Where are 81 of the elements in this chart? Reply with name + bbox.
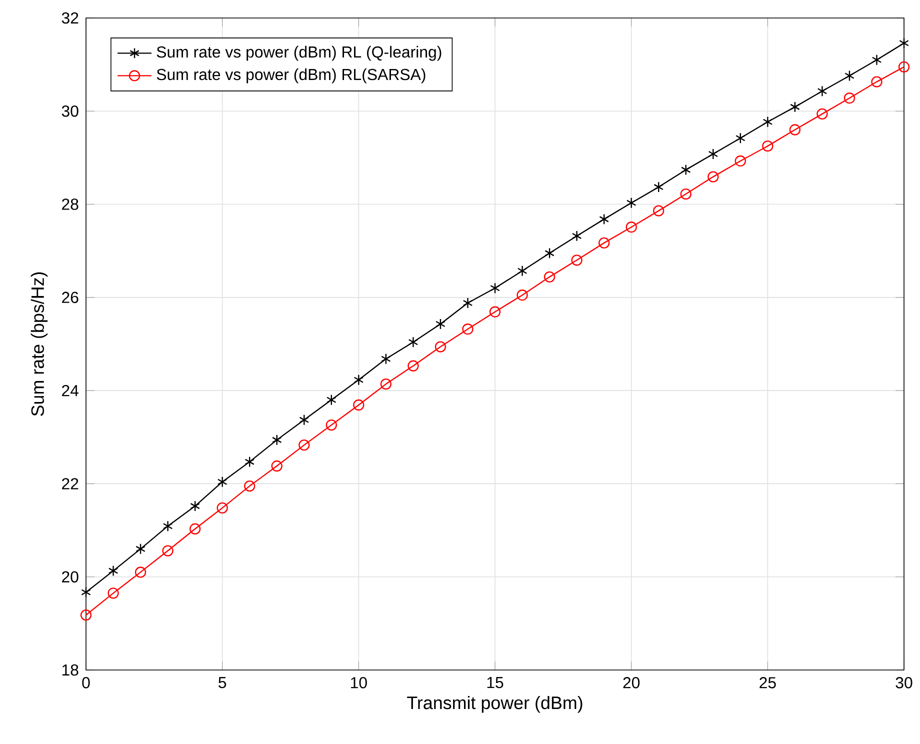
point bbox=[81, 586, 91, 598]
x-tick-label: 25 bbox=[760, 677, 776, 688]
point bbox=[136, 543, 146, 554]
point bbox=[272, 434, 282, 446]
point bbox=[680, 188, 692, 200]
point bbox=[162, 545, 174, 556]
point bbox=[872, 54, 882, 66]
x-tick-label: 10 bbox=[351, 677, 367, 688]
point bbox=[434, 341, 446, 352]
point bbox=[80, 609, 92, 621]
y-tick-label: 32 bbox=[62, 12, 78, 24]
point bbox=[817, 86, 828, 97]
point bbox=[654, 181, 664, 193]
point bbox=[626, 197, 636, 208]
point bbox=[162, 520, 173, 532]
point bbox=[326, 394, 336, 406]
point bbox=[490, 282, 500, 294]
point bbox=[353, 399, 364, 411]
point bbox=[762, 140, 774, 152]
point bbox=[626, 222, 637, 233]
point bbox=[734, 155, 746, 167]
point bbox=[380, 378, 392, 390]
point bbox=[599, 214, 609, 225]
point bbox=[244, 480, 256, 492]
point bbox=[108, 588, 119, 599]
point bbox=[816, 108, 828, 120]
y-tick-label: 24 bbox=[62, 385, 78, 396]
point bbox=[544, 248, 554, 259]
point bbox=[517, 265, 528, 276]
point bbox=[217, 476, 228, 488]
point bbox=[298, 439, 310, 451]
point bbox=[134, 566, 146, 578]
point bbox=[190, 500, 200, 512]
x-tick-label: 30 bbox=[896, 677, 912, 688]
point bbox=[189, 523, 201, 534]
y-tick-label: 30 bbox=[62, 106, 78, 117]
x-tick-label: 15 bbox=[487, 677, 504, 688]
x-axis-title: Transmit power (dBm) bbox=[407, 696, 582, 713]
x-tick-label: 20 bbox=[623, 677, 640, 688]
point bbox=[572, 230, 582, 242]
legend-label: Sum rate vs power (dBm) RL (Q-learing) bbox=[156, 46, 442, 61]
point bbox=[299, 414, 310, 426]
point bbox=[735, 132, 746, 144]
point bbox=[354, 374, 364, 386]
point bbox=[844, 92, 856, 104]
point bbox=[271, 460, 282, 472]
point bbox=[708, 171, 719, 182]
point bbox=[381, 353, 391, 364]
point bbox=[571, 254, 582, 266]
point bbox=[790, 101, 800, 113]
point bbox=[899, 38, 909, 49]
point bbox=[544, 271, 556, 283]
x-tick-label: 0 bbox=[82, 677, 90, 688]
point bbox=[244, 456, 255, 468]
point bbox=[762, 116, 773, 128]
point bbox=[462, 297, 473, 309]
point bbox=[489, 306, 501, 318]
y-tick-label: 22 bbox=[62, 478, 78, 490]
point bbox=[216, 502, 228, 514]
point bbox=[598, 237, 610, 249]
point bbox=[898, 61, 910, 72]
x-tick-label: 5 bbox=[218, 677, 226, 688]
point bbox=[844, 70, 854, 82]
y-axis-title: Sum rate (bps/Hz) bbox=[30, 272, 48, 416]
y-tick-label: 28 bbox=[62, 198, 78, 210]
y-tick-label: 18 bbox=[62, 664, 78, 676]
point bbox=[436, 318, 446, 330]
y-tick-label: 26 bbox=[62, 292, 78, 304]
point bbox=[653, 205, 664, 216]
legend-label: Sum rate vs power (dBm) RL(SARSA) bbox=[156, 68, 426, 84]
point bbox=[462, 324, 474, 335]
point bbox=[708, 148, 718, 160]
point bbox=[871, 76, 882, 88]
point bbox=[408, 336, 418, 348]
point bbox=[680, 164, 691, 176]
point bbox=[108, 565, 118, 576]
point bbox=[326, 419, 337, 431]
point bbox=[516, 290, 528, 301]
point bbox=[789, 124, 801, 136]
point bbox=[408, 360, 419, 372]
y-tick-label: 20 bbox=[62, 571, 78, 582]
